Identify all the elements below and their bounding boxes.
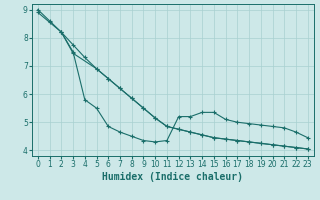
X-axis label: Humidex (Indice chaleur): Humidex (Indice chaleur) [102,172,243,182]
